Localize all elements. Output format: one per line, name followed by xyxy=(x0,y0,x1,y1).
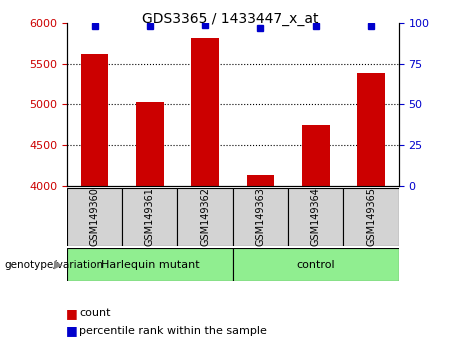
Text: genotype/variation: genotype/variation xyxy=(5,259,104,270)
Bar xyxy=(81,54,108,186)
Text: GDS3365 / 1433447_x_at: GDS3365 / 1433447_x_at xyxy=(142,12,319,27)
Text: GSM149361: GSM149361 xyxy=(145,187,155,246)
Bar xyxy=(67,188,122,246)
Bar xyxy=(191,38,219,186)
Bar xyxy=(177,188,233,246)
Text: GSM149362: GSM149362 xyxy=(200,187,210,246)
Bar xyxy=(343,188,399,246)
Bar xyxy=(233,188,288,246)
Bar xyxy=(67,248,233,281)
Bar xyxy=(233,248,399,281)
Text: ■: ■ xyxy=(65,307,77,320)
Bar xyxy=(247,175,274,186)
Text: GSM149365: GSM149365 xyxy=(366,187,376,246)
Bar xyxy=(136,102,164,186)
Text: control: control xyxy=(296,259,335,270)
Text: ■: ■ xyxy=(65,325,77,337)
Bar xyxy=(122,188,177,246)
Text: percentile rank within the sample: percentile rank within the sample xyxy=(79,326,267,336)
Text: count: count xyxy=(79,308,111,318)
Text: Harlequin mutant: Harlequin mutant xyxy=(100,259,199,270)
Text: GSM149363: GSM149363 xyxy=(255,187,266,246)
Text: GSM149360: GSM149360 xyxy=(89,187,100,246)
Bar xyxy=(288,188,343,246)
Bar xyxy=(302,125,330,186)
Text: ▶: ▶ xyxy=(54,259,63,270)
Bar xyxy=(357,73,385,186)
Text: GSM149364: GSM149364 xyxy=(311,187,321,246)
